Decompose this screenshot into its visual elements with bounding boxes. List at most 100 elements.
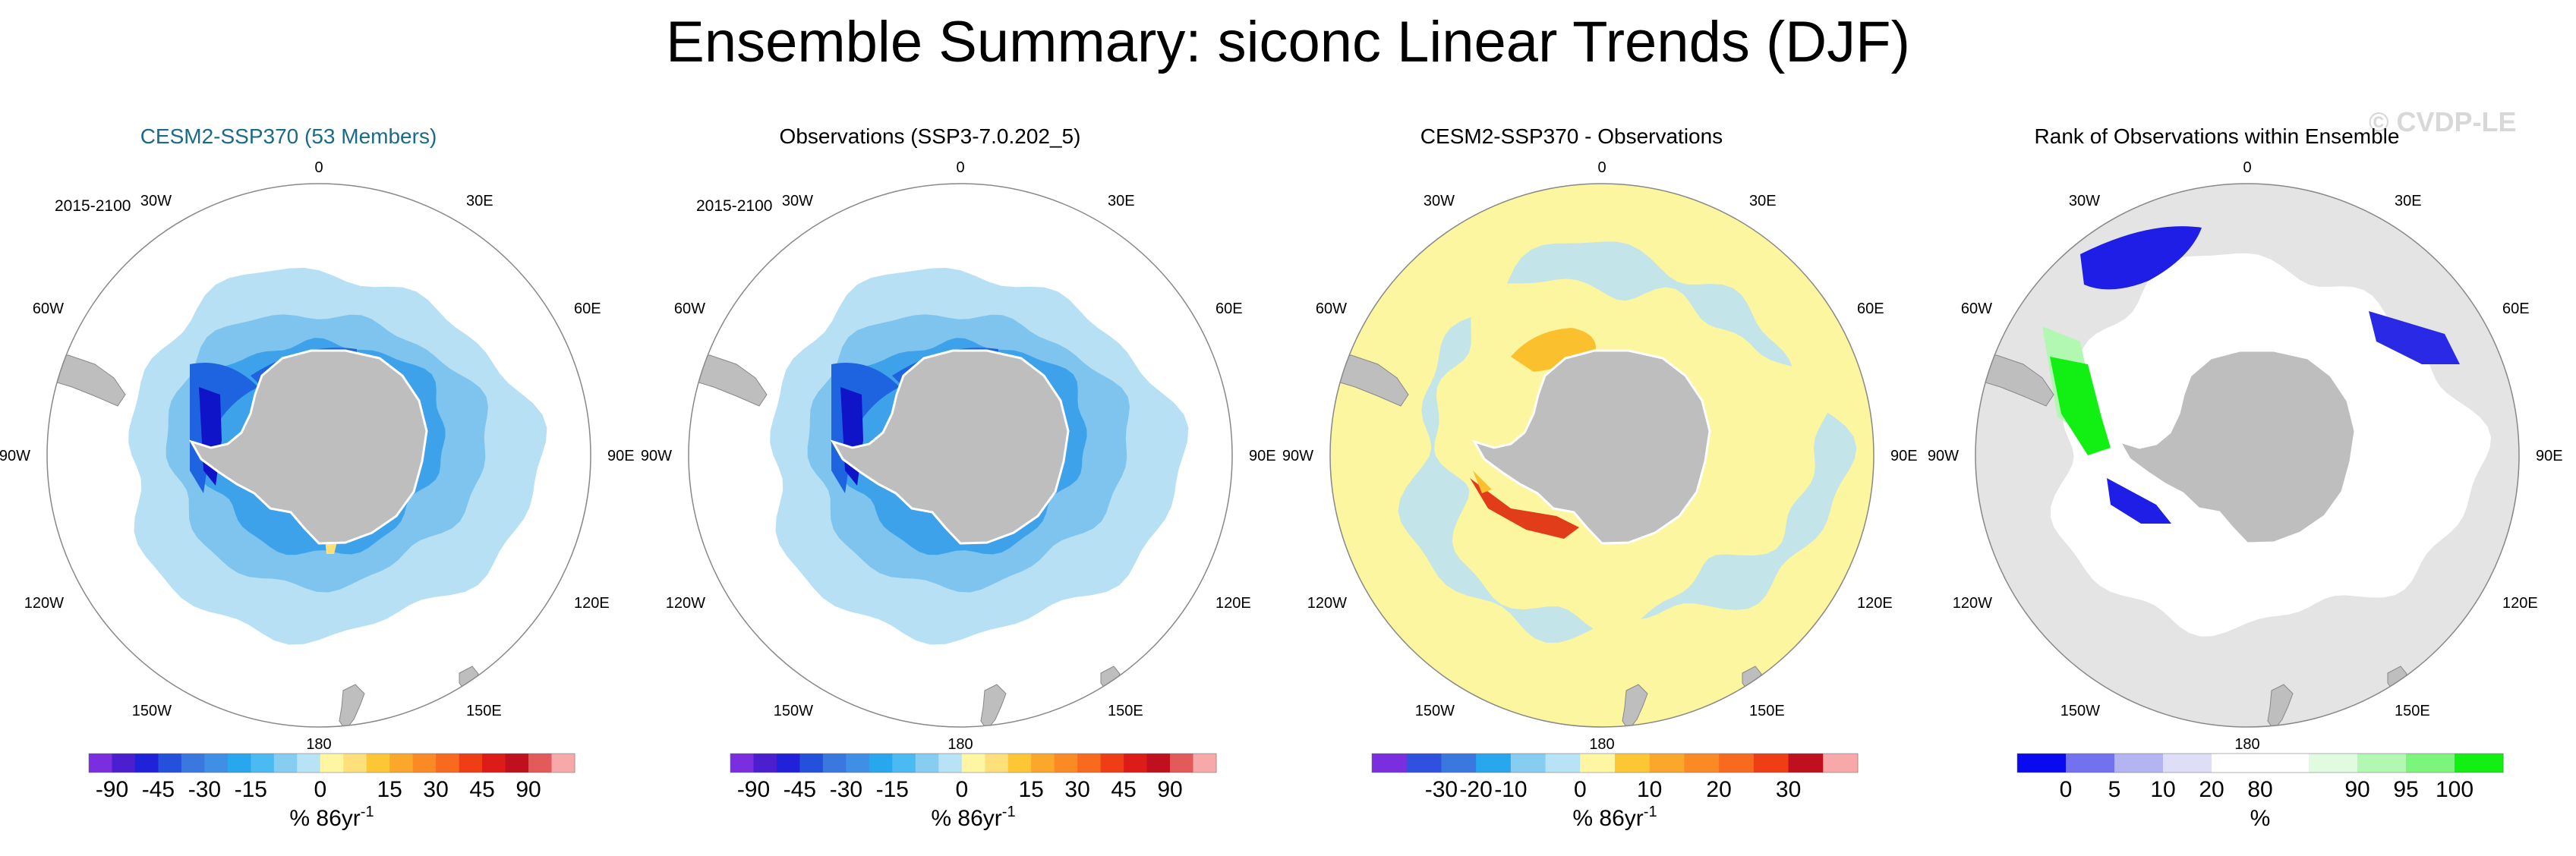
- longitude-label: 30E: [1108, 193, 1135, 209]
- new-zealand-landmass: [1622, 684, 1648, 727]
- colorbar-tick-label: 0: [2060, 777, 2073, 802]
- polar-map: 0 30E 60E 90E 120E 150E 180 150W 120W 90W 60W 30W 20…: [0, 159, 635, 753]
- longitude-label: 180: [947, 736, 973, 753]
- colorbar-tick-label: 95: [2393, 777, 2418, 802]
- colorbar-tick-label: 45: [469, 777, 494, 802]
- colorbar-cell: [2212, 754, 2261, 773]
- colorbar-tick-label: 20: [1706, 777, 1731, 802]
- new-zealand-landmass: [2267, 684, 2294, 727]
- colorbar-tick-label: -90: [737, 777, 770, 802]
- longitude-label: 150W: [774, 703, 813, 719]
- longitude-label: 90W: [0, 448, 30, 464]
- colorbar: 0 5 10 20 80 90 95 100%: [2016, 753, 2504, 831]
- colorbar-tick-label: 20: [2199, 777, 2224, 802]
- colorbar-cell: [2163, 754, 2212, 773]
- colorbar-tick-label: 90: [1157, 777, 1182, 802]
- colorbar-tick-label: -45: [142, 777, 175, 802]
- longitude-label: 30W: [2069, 193, 2100, 209]
- colorbar-cell: [412, 754, 437, 773]
- colorbar-frame: [730, 753, 1217, 773]
- colorbar-cell: [753, 754, 777, 773]
- longitude-label: 30W: [782, 193, 813, 209]
- colorbar-units-label: % 86yr-1: [931, 804, 1015, 831]
- colorbar-cell: [482, 754, 506, 773]
- colorbar-tick-label: 90: [2344, 777, 2369, 802]
- colorbar-tick-label: 0: [1574, 777, 1587, 802]
- panel-observed-trends: Observations (SSP3-7.0.202_5) 0 30E 60E 90E…: [642, 114, 1279, 842]
- colorbar-units-label: %: [2250, 806, 2271, 831]
- polar-map: 0 30E 60E 90E 120E 150E 180 150W 120W 90W 60W 30W: [1928, 159, 2563, 753]
- panel-difference: CESM2-SSP370 - Observations 0 30E 60E 90E 12…: [1283, 114, 1921, 842]
- longitude-label: 150E: [466, 703, 502, 719]
- map-boundary: [1329, 183, 1874, 728]
- longitude-label: 150W: [132, 703, 172, 719]
- colorbar-units-label: % 86yr-1: [1572, 804, 1657, 831]
- longitude-label: 30W: [1424, 193, 1455, 209]
- colorbar-cell: [1372, 754, 1408, 773]
- colorbar-cell: [1054, 754, 1078, 773]
- map-field: [1975, 184, 2519, 727]
- longitude-label: 180: [306, 736, 331, 753]
- colorbar-tick-label: 90: [516, 777, 541, 802]
- panel-title: Rank of Observations within Ensemble: [2034, 124, 2400, 148]
- colorbar-tick-label: 80: [2247, 777, 2272, 802]
- longitude-label: 120W: [1953, 595, 1992, 612]
- longitude-label: 0: [2243, 159, 2251, 176]
- longitude-label: 60E: [574, 301, 601, 317]
- colorbar-tick-label: -90: [96, 777, 128, 802]
- colorbar-cell: [1100, 754, 1124, 773]
- colorbar-cell: [459, 754, 483, 773]
- longitude-label: 180: [1589, 736, 1614, 753]
- map-boundary: [1975, 183, 2520, 728]
- antarctica-landmass: [830, 349, 1070, 545]
- colorbar-cell: [1684, 754, 1720, 773]
- diff-field-strong-positive: [1470, 478, 1579, 539]
- rank-field-low: [2080, 226, 2202, 290]
- colorbar-cell: [1193, 754, 1217, 773]
- longitude-label: 150E: [2395, 703, 2430, 719]
- colorbar-cell: [1406, 754, 1442, 773]
- colorbar-cell: [505, 754, 529, 773]
- colorbar-cell: [822, 754, 847, 773]
- colorbar: -30 -20 -10 0 10 20 30 % 86yr-1: [1371, 753, 1859, 831]
- longitude-label: 120E: [574, 595, 610, 612]
- colorbar-tick-label: -15: [876, 777, 909, 802]
- colorbar-cell: [846, 754, 870, 773]
- longitude-label: 30E: [466, 193, 493, 209]
- colorbar-tick-label: 15: [1019, 777, 1044, 802]
- colorbar-cell: [2309, 754, 2358, 773]
- diff-field-positive-edge: [1473, 470, 1492, 493]
- main-title: Ensemble Summary: siconc Linear Trends (…: [666, 10, 1910, 74]
- colorbar-cell: [528, 754, 553, 773]
- colorbar-cell: [1788, 754, 1824, 773]
- colorbar-cell: [320, 754, 344, 773]
- longitude-label: 90E: [607, 448, 635, 464]
- colorbar-cell: [297, 754, 321, 773]
- panel-title: CESM2-SSP370 - Observations: [1420, 124, 1723, 148]
- colorbar-cell: [1719, 754, 1755, 773]
- colorbar-cell: [2066, 754, 2115, 773]
- longitude-label: 90W: [642, 448, 672, 464]
- colorbar-tick-label: 5: [2108, 777, 2121, 802]
- longitude-label: 150E: [1108, 703, 1143, 719]
- colorbar-cell: [204, 754, 229, 773]
- colorbar-cell: [915, 754, 939, 773]
- colorbar-frame: [2016, 753, 2504, 773]
- colorbar-cell: [1510, 754, 1547, 773]
- colorbar-cell: [2260, 754, 2310, 773]
- longitude-label: 150W: [2060, 703, 2100, 719]
- colorbar-cell: [1031, 754, 1055, 773]
- colorbar-cell: [436, 754, 460, 773]
- colorbar-cell: [134, 754, 159, 773]
- period-label: 2015-2100: [696, 197, 772, 215]
- colorbar-cell: [366, 754, 390, 773]
- rank-field-high: [2050, 357, 2111, 455]
- longitude-label: 60W: [674, 301, 705, 317]
- colorbar-tick-label: 30: [1064, 777, 1089, 802]
- colorbar-cell: [1615, 754, 1651, 773]
- colorbar-units-label: % 86yr-1: [289, 804, 374, 831]
- colorbar-cell: [985, 754, 1009, 773]
- longitude-label: 0: [1597, 159, 1606, 176]
- longitude-label: 30E: [2395, 193, 2422, 209]
- colorbar-cell: [1124, 754, 1148, 773]
